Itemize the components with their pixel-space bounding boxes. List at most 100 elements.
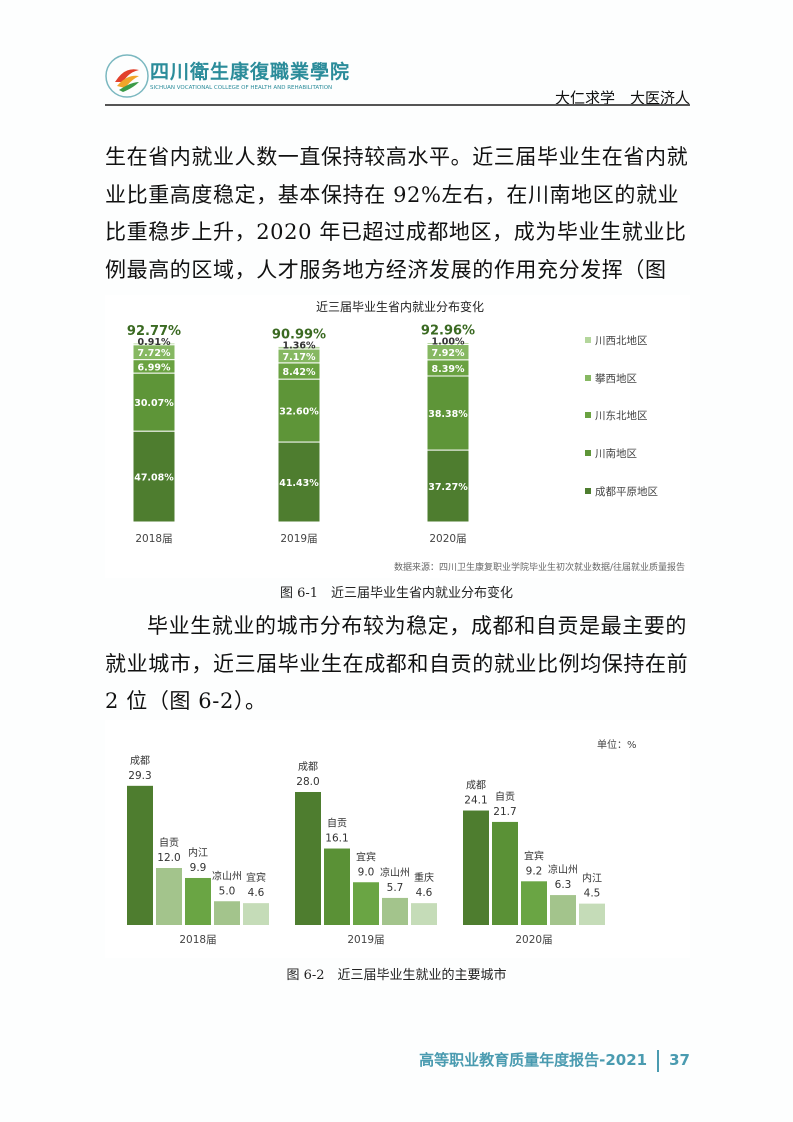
segment-label: 7.72% — [138, 348, 171, 359]
chart-background — [105, 295, 690, 578]
value-label: 9.9 — [190, 862, 207, 874]
city-bar — [521, 881, 547, 925]
city-label: 自贡 — [159, 836, 179, 849]
value-label: 21.7 — [493, 806, 516, 818]
value-label: 9.2 — [526, 865, 543, 877]
value-label: 9.0 — [358, 866, 375, 878]
city-bar — [579, 903, 605, 925]
value-label: 28.0 — [296, 776, 319, 788]
city-label: 内江 — [582, 872, 602, 885]
city-bar — [185, 877, 211, 925]
bar-segment — [426, 449, 470, 523]
city-label: 成都 — [130, 755, 150, 767]
value-label: 5.0 — [219, 885, 236, 897]
city-label: 凉山州 — [548, 863, 578, 876]
city-label: 凉山州 — [212, 869, 242, 882]
city-bar — [492, 821, 518, 925]
legend-swatch — [585, 337, 591, 343]
city-bar — [550, 895, 576, 925]
figure-caption-1: 图 6-1 近三届毕业生省内就业分布变化 — [279, 586, 514, 601]
bar-segment — [426, 342, 470, 346]
segment-label: 30.07% — [134, 398, 174, 409]
legend-label: 川西北地区 — [595, 334, 648, 347]
total-label: 90.99% — [272, 327, 326, 342]
logo-name: 四川衛生康復職業學院 — [150, 61, 351, 83]
city-label: 宜宾 — [524, 849, 544, 862]
segment-label: 8.39% — [432, 364, 465, 375]
city-bar — [382, 897, 408, 925]
segment-label: 37.27% — [428, 482, 468, 493]
city-bar — [324, 848, 350, 925]
group-label: 2020届 — [515, 934, 552, 946]
value-label: 4.6 — [248, 887, 265, 899]
group-label: 2019届 — [347, 934, 384, 946]
figure-caption-2: 图 6-2 近三届毕业生就业的主要城市 — [286, 968, 507, 983]
paragraph-1: 生在省内就业人数一直保持较高水平。近三届毕业生在省内就业比重高度稳定，基本保持在… — [105, 139, 695, 327]
legend-label: 成都平原地区 — [595, 485, 658, 498]
bar-segment — [132, 342, 176, 346]
value-label: 4.6 — [416, 887, 433, 899]
city-bar — [243, 903, 269, 925]
segment-label: 1.36% — [283, 340, 316, 351]
city-label: 内江 — [188, 846, 208, 859]
chart-title: 近三届毕业生省内就业分布变化 — [316, 299, 484, 314]
motto: 大仁求学 大医济人 — [554, 89, 690, 107]
page-number: 37 — [669, 1051, 690, 1069]
segment-label: 8.42% — [283, 367, 316, 378]
segment-label: 7.92% — [432, 348, 465, 359]
city-bar — [127, 785, 153, 925]
value-label: 6.3 — [555, 879, 572, 891]
legend-swatch — [585, 412, 591, 418]
bar-segment — [132, 372, 176, 432]
footer-separator — [657, 1049, 660, 1072]
city-bar — [295, 792, 321, 925]
category-label: 2019届 — [280, 533, 317, 545]
total-label: 92.77% — [127, 324, 181, 339]
city-label: 成都 — [298, 761, 318, 773]
paragraph-2-text: 毕业生就业的城市分布较为稳定，成都和自贡是最主要的就业城市，近三届毕业生在成都和… — [105, 614, 689, 713]
legend-label: 攀西地区 — [595, 372, 637, 385]
city-label: 宜宾 — [356, 850, 376, 863]
value-label: 24.1 — [464, 795, 487, 807]
city-bar — [214, 901, 240, 925]
legend-swatch — [585, 450, 591, 456]
city-label: 自贡 — [327, 817, 347, 830]
segment-label: 0.91% — [138, 337, 171, 348]
legend-swatch — [585, 488, 591, 494]
city-label: 成都 — [466, 780, 486, 792]
bar-segment — [132, 430, 176, 523]
main-cities-chart: 单位：% 29.3 成都 12.0 自贡 9.9 内江 5.0 凉山州 4.6 宜宾 2018届 28.… — [105, 720, 690, 958]
city-bar — [463, 810, 489, 925]
bar-segment — [277, 441, 321, 523]
logo-subtitle: SICHUAN VOCATIONAL COLLEGE OF HEALTH AND… — [150, 85, 333, 91]
segment-label: 38.38% — [428, 409, 468, 420]
paragraph-2: 毕业生就业的城市分布较为稳定，成都和自贡是最主要的就业城市，近三届毕业生在成都和… — [105, 608, 695, 721]
header-divider — [105, 104, 690, 106]
city-label: 宜宾 — [246, 871, 266, 884]
page-footer: 高等职业教育质量年度报告-2021 37 — [419, 1049, 690, 1072]
paragraph-1-text: 生在省内就业人数一直保持较高水平。近三届毕业生在省内就业比重高度稳定，基本保持在… — [105, 145, 689, 319]
report-title: 高等职业教育质量年度报告-2021 — [419, 1051, 648, 1069]
segment-label: 47.08% — [134, 473, 174, 484]
bar-segment — [277, 378, 321, 443]
legend-label: 川南地区 — [595, 447, 637, 460]
provincial-distribution-chart: 近三届毕业生省内就业分布变化 47.08% 30.07% 6.99% 7.72%0.91… — [105, 295, 690, 578]
value-label: 4.5 — [584, 888, 601, 900]
city-label: 重庆 — [414, 871, 434, 884]
category-label: 2018届 — [135, 533, 172, 545]
value-label: 29.3 — [128, 770, 151, 782]
group-label: 2018届 — [179, 934, 216, 946]
city-bar — [411, 903, 437, 925]
city-bar — [156, 868, 182, 925]
college-logo — [105, 54, 149, 98]
city-label: 自贡 — [495, 790, 515, 803]
segment-label: 6.99% — [138, 362, 171, 373]
value-label: 16.1 — [325, 833, 348, 845]
legend-label: 川东北地区 — [595, 409, 648, 422]
segment-label: 41.43% — [279, 478, 319, 489]
bar-segment — [277, 345, 321, 350]
unit-label: 单位：% — [597, 738, 637, 751]
value-label: 5.7 — [387, 882, 404, 894]
segment-label: 32.60% — [279, 407, 319, 418]
